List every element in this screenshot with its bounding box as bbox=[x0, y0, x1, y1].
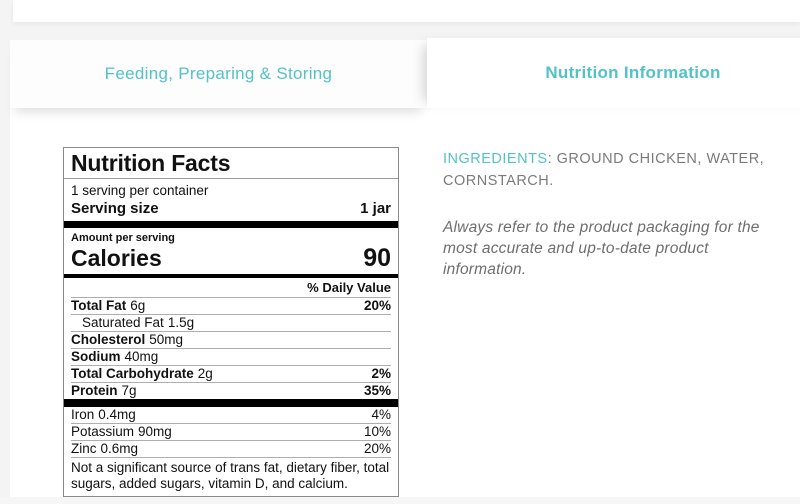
nutrient-row-total-carbohydrate: Total Carbohydrate 2g 2% bbox=[71, 365, 391, 382]
nutrient-daily-value: 35% bbox=[363, 383, 391, 398]
serving-size-label: Serving size bbox=[71, 200, 159, 217]
nutrient-name: Sodium bbox=[71, 349, 121, 364]
nutrient-row-sodium: Sodium 40mg bbox=[71, 348, 391, 365]
calories-label: Calories bbox=[71, 245, 162, 271]
divider-bar bbox=[64, 399, 398, 407]
nutrient-name: Total Fat bbox=[71, 298, 127, 313]
mineral-daily-value: 20% bbox=[363, 441, 391, 456]
mineral-name: Zinc bbox=[71, 441, 97, 456]
mineral-name: Iron bbox=[71, 407, 95, 422]
mineral-row-zinc: Zinc 0.6mg 20% bbox=[71, 441, 391, 458]
nutrient-row-cholesterol: Cholesterol 50mg bbox=[71, 331, 391, 348]
ingredients-label: INGREDIENTS bbox=[443, 151, 548, 167]
nutrient-amount: 7g bbox=[121, 383, 137, 398]
serving-size-value: 1 jar bbox=[360, 200, 391, 217]
nutrient-daily-value: 20% bbox=[363, 298, 391, 313]
mineral-amount: 90mg bbox=[138, 424, 172, 439]
nutrition-facts-title: Nutrition Facts bbox=[64, 148, 398, 179]
ingredients-text: INGREDIENTS: GROUND CHICKEN, WATER, CORN… bbox=[443, 148, 779, 192]
nutrition-facts-label: Nutrition Facts 1 serving per container … bbox=[63, 147, 399, 497]
page-background-edge bbox=[0, 497, 800, 504]
product-info-column: INGREDIENTS: GROUND CHICKEN, WATER, CORN… bbox=[443, 148, 779, 280]
mineral-amount: 0.4mg bbox=[98, 407, 136, 422]
mineral-row-iron: Iron 0.4mg 4% bbox=[71, 407, 391, 424]
divider-bar bbox=[64, 221, 398, 228]
nutrient-name: Cholesterol bbox=[71, 332, 146, 347]
nutrient-row-total-fat: Total Fat 6g 20% bbox=[71, 297, 391, 314]
ingredients-separator: : bbox=[547, 151, 557, 167]
mineral-daily-value: 4% bbox=[371, 407, 391, 422]
nutrient-row-saturated-fat: Saturated Fat 1.5g bbox=[71, 314, 391, 331]
tab-feeding-preparing-storing[interactable]: Feeding, Preparing & Storing bbox=[10, 40, 427, 108]
divider-bar bbox=[64, 274, 398, 278]
tab-label: Nutrition Information bbox=[545, 63, 721, 82]
ingredients-value: GROUND CHICKEN, WATER, CORNSTARCH. bbox=[443, 151, 765, 189]
amount-per-serving-label: Amount per serving bbox=[71, 232, 175, 244]
nutrient-name: Protein bbox=[71, 383, 118, 398]
mineral-name: Potassium bbox=[71, 424, 135, 439]
mineral-row-potassium: Potassium 90mg 10% bbox=[71, 424, 391, 441]
packaging-disclaimer: Always refer to the product packaging fo… bbox=[443, 219, 760, 278]
calories-row: Calories 90 bbox=[64, 245, 398, 274]
nutrient-row-protein: Protein 7g 35% bbox=[71, 382, 391, 399]
calories-value: 90 bbox=[363, 244, 391, 272]
mineral-daily-value: 10% bbox=[363, 424, 391, 439]
tab-nutrition-information[interactable]: Nutrition Information bbox=[427, 38, 800, 108]
nutrient-name: Total Carbohydrate bbox=[71, 366, 194, 381]
nutrient-amount: 40mg bbox=[124, 349, 159, 364]
previous-card-edge bbox=[13, 0, 800, 22]
nutrient-amount: 2g bbox=[197, 366, 213, 381]
nutrient-amount: 50mg bbox=[149, 332, 184, 347]
serving-size-row: Serving size 1 jar bbox=[64, 199, 398, 221]
nutrition-tab-panel: Nutrition Facts 1 serving per container … bbox=[10, 108, 800, 497]
tab-label: Feeding, Preparing & Storing bbox=[104, 64, 333, 83]
mineral-amount: 0.6mg bbox=[100, 441, 139, 456]
servings-per-container: 1 serving per container bbox=[71, 183, 209, 198]
nutrient-amount: 6g bbox=[130, 298, 146, 313]
nutrient-daily-value: 2% bbox=[371, 366, 391, 381]
nutrition-footnote: Not a significant source of trans fat, d… bbox=[71, 460, 390, 491]
daily-value-header: % Daily Value bbox=[307, 280, 391, 295]
nutrient-name: Saturated Fat bbox=[82, 315, 164, 330]
nutrient-amount: 1.5g bbox=[167, 315, 195, 330]
